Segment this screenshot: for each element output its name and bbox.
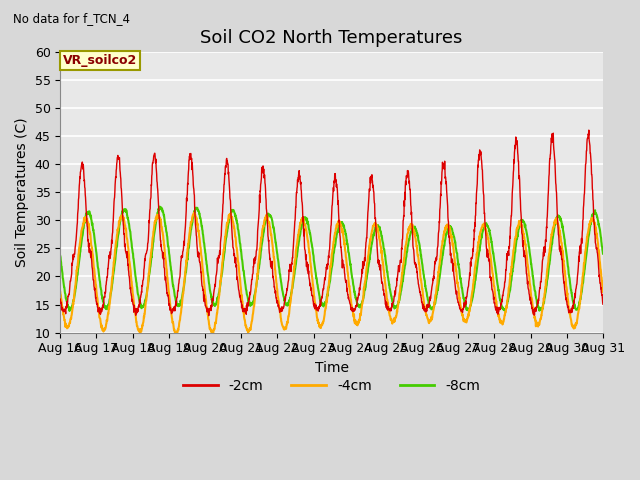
-8cm: [584, 240, 591, 246]
-2cm: [205, 313, 212, 319]
-4cm: [584, 231, 591, 237]
-2cm: [321, 278, 328, 284]
Y-axis label: Soil Temperatures (C): Soil Temperatures (C): [15, 118, 29, 267]
-8cm: [66, 308, 74, 314]
Line: -2cm: -2cm: [60, 130, 603, 316]
-4cm: [484, 236, 492, 241]
-2cm: [56, 296, 64, 302]
-8cm: [584, 243, 591, 249]
-4cm: [190, 210, 198, 216]
-8cm: [484, 224, 492, 230]
-2cm: [599, 301, 607, 307]
-4cm: [307, 259, 314, 265]
-8cm: [56, 253, 64, 259]
Line: -8cm: -8cm: [60, 207, 603, 311]
Legend: -2cm, -4cm, -8cm: -2cm, -4cm, -8cm: [177, 373, 486, 399]
-8cm: [307, 232, 314, 238]
Line: -4cm: -4cm: [60, 213, 603, 334]
-2cm: [306, 283, 314, 289]
-8cm: [156, 204, 164, 210]
-4cm: [84, 220, 92, 226]
-2cm: [584, 135, 591, 141]
-4cm: [244, 331, 252, 337]
-4cm: [599, 289, 607, 295]
-2cm: [84, 238, 92, 244]
-2cm: [585, 127, 593, 133]
-4cm: [321, 312, 328, 317]
-2cm: [583, 136, 591, 142]
Title: Soil CO2 North Temperatures: Soil CO2 North Temperatures: [200, 29, 463, 48]
-8cm: [84, 209, 92, 215]
-4cm: [56, 289, 64, 295]
-8cm: [599, 251, 607, 256]
Text: No data for f_TCN_4: No data for f_TCN_4: [13, 12, 130, 25]
-8cm: [321, 301, 328, 307]
-2cm: [484, 252, 492, 257]
Text: VR_soilco2: VR_soilco2: [63, 54, 137, 67]
-4cm: [584, 232, 591, 238]
X-axis label: Time: Time: [315, 361, 349, 375]
